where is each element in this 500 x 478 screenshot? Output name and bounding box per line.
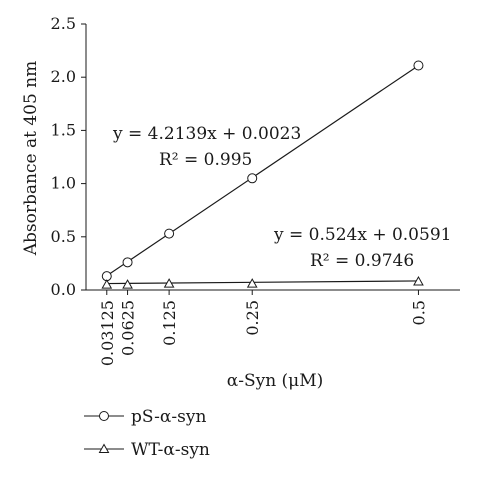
x-tick-label: 0.5 [409,300,428,325]
x-tick-label: 0.25 [243,300,262,336]
data-point [122,279,133,289]
x-tick-label: 0.03125 [98,300,117,366]
x-axis-title: α-Syn (μM) [227,371,324,391]
y-axis-ticks: 0.0 0.5 1.0 1.5 2.0 2.5 [51,14,86,299]
data-point [247,173,258,184]
data-point [101,279,113,289]
equation-ps: y = 4.2139x + 0.0023 [112,124,301,144]
legend-label-wt: WT-α-syn [131,440,210,460]
series-ps [101,60,424,282]
x-tick-label: 0.125 [160,300,179,346]
x-axis-ticks: 0.03125 0.0625 0.125 0.25 0.5 [98,290,428,366]
trendline [106,280,419,285]
data-point [413,60,424,71]
y-tick-label: 0.5 [51,227,76,246]
data-point [122,257,133,268]
legend-circle-marker-icon [99,411,109,421]
data-point [164,228,175,239]
legend-item-ps: pS-α-syn [84,407,206,427]
legend: pS-α-syn WT-α-syn [84,407,210,460]
trendline [106,65,419,277]
data-point [246,278,258,288]
equation-wt: y = 0.524x + 0.0591 [273,225,451,245]
r2-ps: R² = 0.995 [159,150,252,170]
legend-label-ps: pS-α-syn [131,407,206,427]
series-wt [101,275,424,289]
y-tick-label: 2.5 [51,14,76,33]
legend-triangle-marker-icon [98,443,110,453]
series-layer [101,60,424,289]
r2-wt: R² = 0.9746 [310,251,414,271]
x-tick-label: 0.0625 [119,300,138,356]
data-point [413,275,424,286]
y-tick-label: 1.5 [51,120,76,139]
legend-item-wt: WT-α-syn [84,440,210,460]
y-axis-title: Absorbance at 405 nm [21,61,41,257]
y-tick-label: 1.0 [51,174,76,193]
data-point [163,278,175,288]
y-tick-label: 2.0 [51,67,76,86]
y-tick-label: 0.0 [51,280,76,299]
